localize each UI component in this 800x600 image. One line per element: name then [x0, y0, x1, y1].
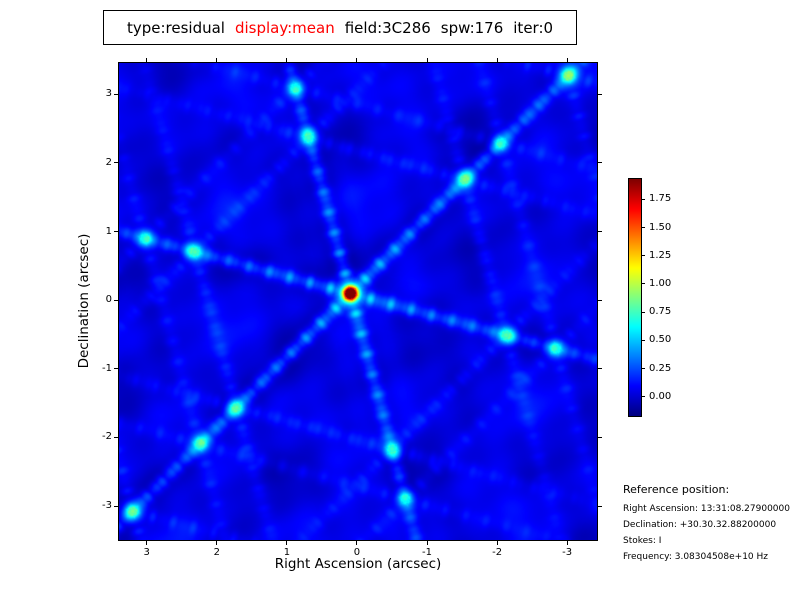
axis-tick [114, 299, 118, 301]
colorbar-tick-label: 1.25 [649, 249, 672, 261]
colorbar-tick-label: 0.00 [649, 390, 672, 402]
colorbar-tick [642, 311, 645, 313]
x-tick-label: -2 [492, 547, 503, 558]
title-segment: spw:176 [440, 18, 504, 37]
axis-tick [286, 58, 288, 62]
x-tick-label: 1 [283, 547, 291, 558]
x-tick-label: 3 [143, 547, 150, 558]
reference-position-block: Reference position: Right Ascension: 13:… [623, 483, 790, 568]
axis-tick [114, 93, 118, 95]
title-segment: field:3C286 [344, 18, 431, 37]
axis-tick [598, 299, 602, 301]
axis-tick [426, 58, 428, 62]
y-tick-label: 2 [105, 156, 112, 168]
axis-tick [426, 541, 428, 545]
x-tick-label: -3 [562, 547, 573, 558]
axis-tick [496, 58, 498, 62]
reference-line: Stokes: I [623, 536, 662, 546]
residual-image-canvas [119, 63, 597, 540]
plot-title-box: type:residual display:mean field:3C286 spw:… [103, 10, 577, 45]
x-axis-label: Right Ascension (arcsec) [274, 556, 442, 572]
colorbar-tick-label: 0.75 [649, 306, 672, 318]
x-tick-label: 0 [353, 547, 361, 558]
colorbar-tick [642, 255, 645, 257]
axis-tick [286, 541, 288, 545]
axis-tick [598, 162, 602, 164]
axis-tick [216, 541, 218, 545]
axis-tick [114, 505, 118, 507]
axis-tick [146, 541, 148, 545]
colorbar-tick [642, 368, 645, 370]
x-tick-label: 2 [213, 547, 220, 558]
y-tick-label: -2 [102, 431, 112, 443]
axis-tick [566, 58, 568, 62]
y-tick-label: 3 [105, 88, 112, 100]
y-tick-label: -3 [102, 500, 112, 511]
colorbar-tick [642, 198, 645, 200]
title-segment: display:mean [234, 18, 335, 37]
axis-tick [598, 231, 602, 232]
colorbar-tick-label: 1.75 [649, 193, 672, 205]
axis-tick [598, 436, 602, 438]
colorbar-tick [642, 339, 645, 341]
axis-tick [598, 368, 602, 370]
axis-tick [114, 162, 118, 164]
axis-tick [598, 93, 602, 95]
axis-tick [356, 541, 358, 545]
axis-tick [114, 368, 118, 370]
y-tick-label: -1 [102, 362, 112, 374]
y-tick-label: 0 [105, 294, 112, 306]
y-tick-label: 1 [105, 225, 112, 237]
axis-tick [114, 231, 118, 232]
axis-tick [496, 541, 498, 545]
reference-heading: Reference position: [623, 483, 730, 496]
colorbar-tick-label: 1.00 [649, 277, 672, 289]
x-tick-label: -1 [422, 547, 432, 558]
axis-tick [216, 58, 218, 62]
reference-line: Declination: +30.30.32.88200000 [623, 520, 777, 530]
image-plot [118, 62, 598, 541]
reference-line: Frequency: 3.08304508e+10 Hz [623, 552, 769, 562]
axis-tick [566, 541, 568, 545]
colorbar-tick-label: 0.50 [649, 334, 672, 346]
colorbar-tick-label: 1.50 [649, 221, 672, 233]
colorbar-tick [642, 227, 645, 229]
colorbar-tick [642, 396, 645, 398]
axis-tick [114, 436, 118, 438]
axis-tick [598, 505, 602, 507]
title-segment: type:residual [126, 18, 225, 37]
colorbar-tick [642, 283, 645, 285]
colorbar-gradient [629, 179, 641, 416]
axis-tick [146, 58, 148, 62]
colorbar [628, 178, 642, 417]
reference-line: Right Ascension: 13:31:08.27900000 [623, 504, 790, 514]
title-segment: iter:0 [513, 18, 554, 37]
colorbar-tick-label: 0.25 [649, 362, 672, 374]
axis-tick [356, 58, 358, 62]
